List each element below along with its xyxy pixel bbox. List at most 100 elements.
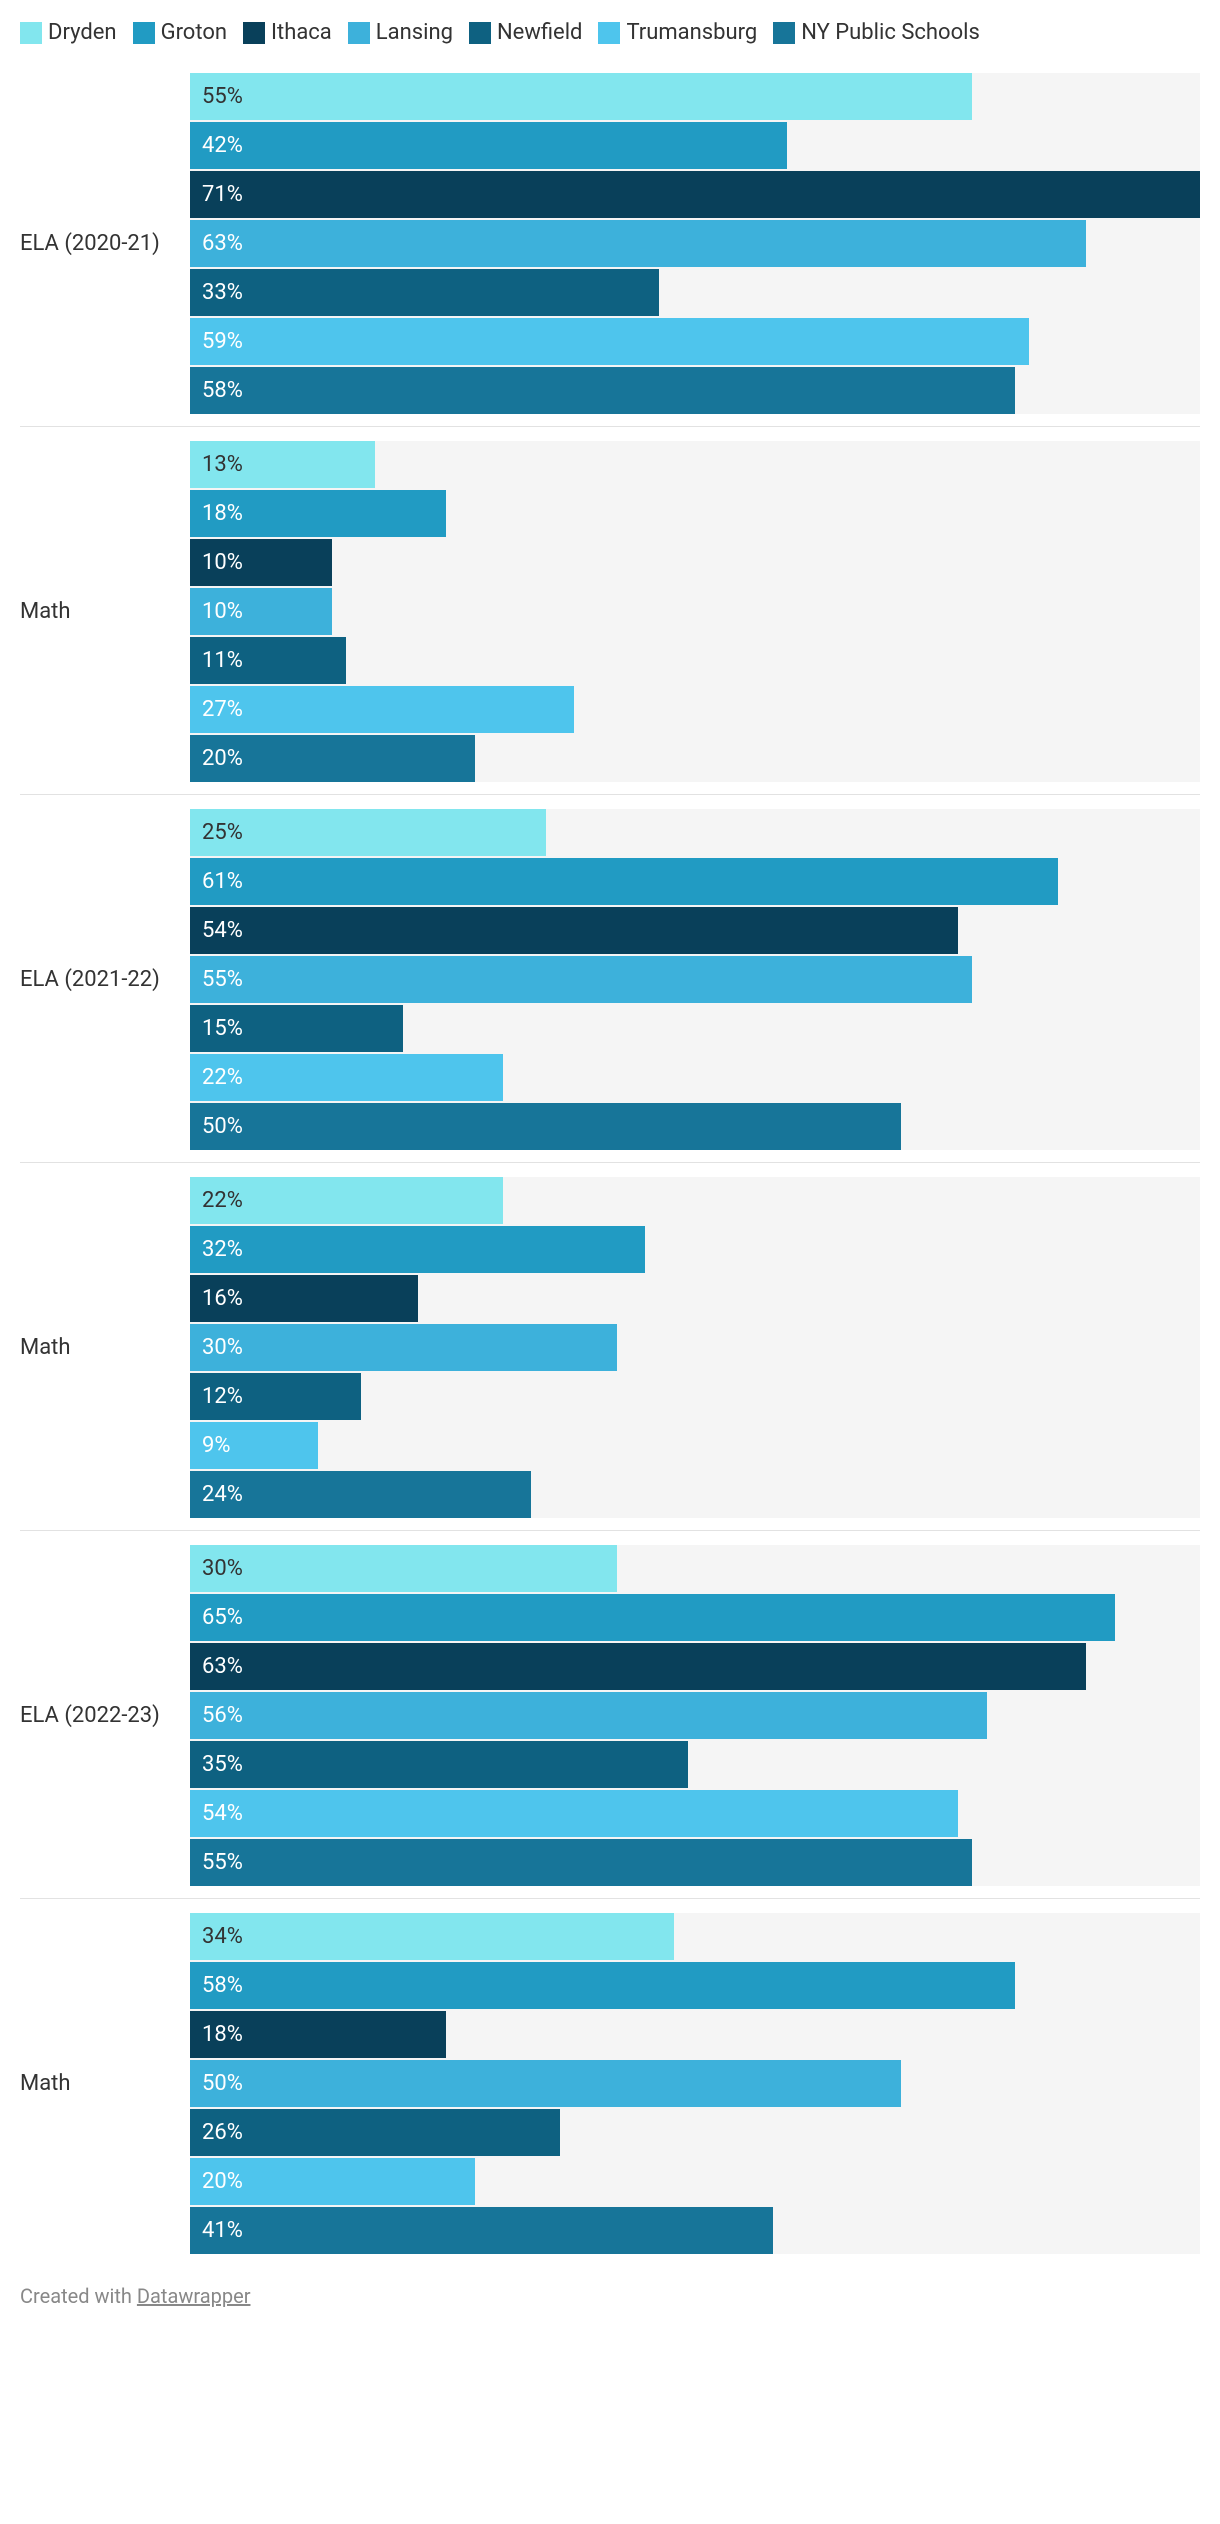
bar-fill: 30% <box>190 1545 617 1592</box>
bar-row: 15% <box>190 1005 1200 1052</box>
bar-row: 65% <box>190 1594 1200 1641</box>
bar-value-label: 33% <box>202 280 243 305</box>
bar-value-label: 42% <box>202 133 243 158</box>
bars-container: 22%32%16%30%12%9%24% <box>190 1177 1200 1518</box>
bar-value-label: 35% <box>202 1752 243 1777</box>
bar-row: 22% <box>190 1177 1200 1224</box>
bar-fill: 59% <box>190 318 1029 365</box>
bar-fill: 18% <box>190 2011 446 2058</box>
bar-value-label: 22% <box>202 1188 243 1213</box>
legend-item: Groton <box>133 20 227 45</box>
bar-value-label: 25% <box>202 820 243 845</box>
bar-row: 55% <box>190 73 1200 120</box>
bar-value-label: 58% <box>202 1973 243 1998</box>
bar-row: 50% <box>190 1103 1200 1150</box>
bar-value-label: 12% <box>202 1384 243 1409</box>
bar-value-label: 54% <box>202 1801 243 1826</box>
category-label: Math <box>20 441 190 782</box>
bar-row: 55% <box>190 1839 1200 1886</box>
footer-link[interactable]: Datawrapper <box>137 2284 251 2308</box>
bar-row: 58% <box>190 367 1200 414</box>
legend-item: NY Public Schools <box>773 20 980 45</box>
legend: DrydenGrotonIthacaLansingNewfieldTrumans… <box>20 20 1200 45</box>
bar-row: 63% <box>190 220 1200 267</box>
bar-row: 12% <box>190 1373 1200 1420</box>
legend-item: Lansing <box>348 20 453 45</box>
bar-value-label: 63% <box>202 231 243 256</box>
chart-section: Math34%58%18%50%26%20%41% <box>20 1898 1200 2266</box>
bar-fill: 20% <box>190 2158 475 2205</box>
bar-row: 54% <box>190 1790 1200 1837</box>
legend-label: Groton <box>161 20 227 45</box>
bar-fill: 10% <box>190 588 332 635</box>
bar-value-label: 24% <box>202 1482 243 1507</box>
legend-label: Lansing <box>376 20 453 45</box>
bar-fill: 15% <box>190 1005 403 1052</box>
bar-fill: 55% <box>190 73 972 120</box>
bar-value-label: 59% <box>202 329 243 354</box>
bar-value-label: 65% <box>202 1605 243 1630</box>
bar-fill: 20% <box>190 735 475 782</box>
legend-swatch <box>20 22 42 44</box>
grouped-bar-chart: ELA (2020-21)55%42%71%63%33%59%58%Math13… <box>20 59 1200 2266</box>
bar-value-label: 30% <box>202 1556 243 1581</box>
chart-section: ELA (2021-22)25%61%54%55%15%22%50% <box>20 794 1200 1162</box>
bar-fill: 63% <box>190 220 1086 267</box>
legend-swatch <box>243 22 265 44</box>
bar-fill: 55% <box>190 1839 972 1886</box>
bar-value-label: 20% <box>202 746 243 771</box>
bar-fill: 11% <box>190 637 346 684</box>
bar-fill: 55% <box>190 956 972 1003</box>
bar-fill: 32% <box>190 1226 645 1273</box>
bar-fill: 35% <box>190 1741 688 1788</box>
chart-section: Math22%32%16%30%12%9%24% <box>20 1162 1200 1530</box>
bar-fill: 65% <box>190 1594 1115 1641</box>
bars-container: 34%58%18%50%26%20%41% <box>190 1913 1200 2254</box>
legend-swatch <box>469 22 491 44</box>
bar-fill: 22% <box>190 1177 503 1224</box>
bar-fill: 27% <box>190 686 574 733</box>
bar-row: 30% <box>190 1545 1200 1592</box>
legend-item: Dryden <box>20 20 117 45</box>
bar-fill: 16% <box>190 1275 418 1322</box>
bar-value-label: 50% <box>202 1114 243 1139</box>
bars-container: 25% 61% 54% 55% 15% 22% 50% <box>190 809 1200 1150</box>
bar-value-label: 55% <box>202 967 243 992</box>
legend-label: Ithaca <box>271 20 332 45</box>
bar-fill: 18% <box>190 490 446 537</box>
chart-section: Math13%18%10%10%11%27%20% <box>20 426 1200 794</box>
bar-row: 32% <box>190 1226 1200 1273</box>
footer-prefix: Created with <box>20 2284 137 2308</box>
bars-container: 55% 42% 71% 63% 33% 59% 58% <box>190 73 1200 414</box>
bar-value-label: 61% <box>202 869 243 894</box>
bar-row: 26% <box>190 2109 1200 2156</box>
category-label: ELA (2022-23) <box>20 1545 190 1886</box>
bar-value-label: 10% <box>202 550 243 575</box>
chart-section: ELA (2022-23) 30% 65% 63% 56% 35% 54% 55% <box>20 1530 1200 1898</box>
bars-container: 30% 65% 63% 56% 35% 54% 55% <box>190 1545 1200 1886</box>
bar-row: 20% <box>190 2158 1200 2205</box>
bar-row: 55% <box>190 956 1200 1003</box>
bar-fill: 58% <box>190 1962 1015 2009</box>
bar-value-label: 56% <box>202 1703 243 1728</box>
category-label: Math <box>20 1913 190 2254</box>
bar-fill: 41% <box>190 2207 773 2254</box>
bar-fill: 54% <box>190 907 958 954</box>
bar-fill: 56% <box>190 1692 987 1739</box>
legend-swatch <box>773 22 795 44</box>
bar-row: 50% <box>190 2060 1200 2107</box>
bar-value-label: 32% <box>202 1237 243 1262</box>
bar-value-label: 20% <box>202 2169 243 2194</box>
bar-row: 24% <box>190 1471 1200 1518</box>
bar-value-label: 22% <box>202 1065 243 1090</box>
bar-row: 42% <box>190 122 1200 169</box>
bar-row: 63% <box>190 1643 1200 1690</box>
bar-fill: 58% <box>190 367 1015 414</box>
bar-row: 10% <box>190 588 1200 635</box>
bar-row: 16% <box>190 1275 1200 1322</box>
bar-value-label: 71% <box>202 182 243 207</box>
bar-value-label: 18% <box>202 501 243 526</box>
bar-row: 9% <box>190 1422 1200 1469</box>
bar-row: 71% <box>190 171 1200 218</box>
bar-value-label: 58% <box>202 378 243 403</box>
